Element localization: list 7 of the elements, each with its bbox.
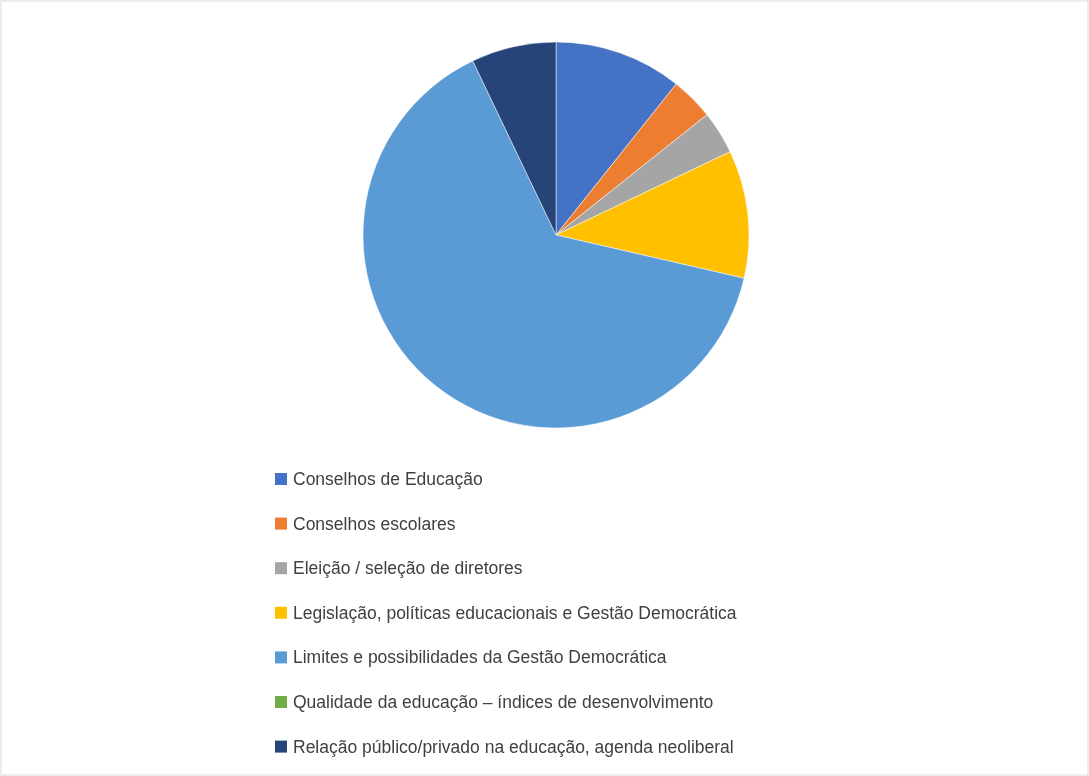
legend-label: Relação público/privado na educação, agenda neoliberal: [293, 736, 734, 757]
legend-label: Eleição / seleção de diretores: [293, 558, 523, 579]
legend-label: Conselhos escolares: [293, 513, 456, 534]
legend-label: Legislação, políticas educacionais e Gestão Democrática: [293, 602, 737, 623]
legend-label: Conselhos de Educação: [293, 469, 483, 489]
legend-label: Limites e possibilidades da Gestão Democrática: [293, 647, 667, 668]
legend-label: Qualidade da educação – índices de desenvolvimento: [293, 692, 714, 712]
